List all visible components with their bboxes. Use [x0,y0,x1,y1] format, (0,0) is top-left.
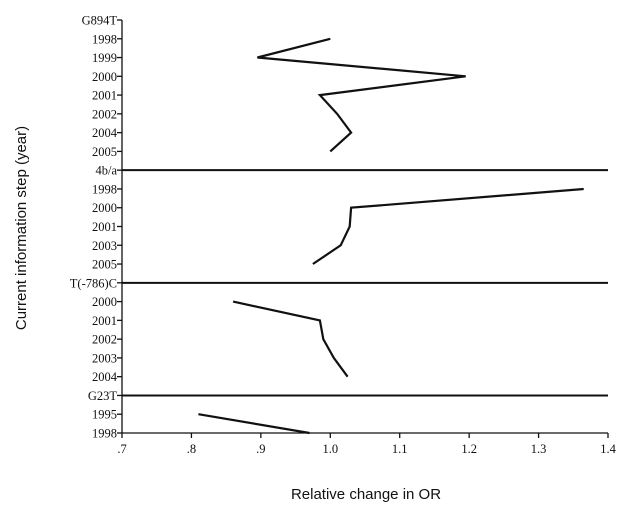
step-label: 2001 [92,220,117,234]
axes [121,20,608,434]
series-line [232,300,349,378]
step-label: 2001 [92,89,117,103]
step-label: 2003 [92,351,117,365]
step-label: 2004 [92,370,118,384]
x-tick-label: .9 [256,442,265,456]
step-label: 1998 [92,32,117,46]
x-tick-label: .8 [187,442,196,456]
panel-label: 4b/a [95,164,117,178]
step-label: 1995 [92,408,117,422]
step-label: 1999 [92,51,117,65]
x-tick-label: 1.4 [600,442,616,456]
panel-labels: G894T 4b/a T(-786)C G23T [70,14,118,403]
step-label: 2000 [92,295,117,309]
x-axis-ticks: .7 .8 .9 1.0 1.1 1.2 1.3 1.4 [117,433,617,456]
step-label: 2005 [92,145,117,159]
x-tick-label: 1.2 [461,442,477,456]
panel-label: G894T [82,14,118,28]
step-label: 2001 [92,314,117,328]
series-lines [198,37,584,435]
y-axis-title: Current information step (year) [13,126,30,330]
x-tick-label: 1.1 [392,442,408,456]
y-tick-marks [117,19,122,434]
x-tick-label: 1.3 [531,442,547,456]
step-label: 2002 [92,333,117,347]
step-label: 2005 [92,258,117,272]
step-label: 2004 [92,126,118,140]
step-label: 2003 [92,239,117,253]
step-label: 2000 [92,70,117,84]
series-line [198,413,310,435]
step-label: 1998 [92,427,117,441]
series-line [257,37,466,153]
step-label: 1998 [92,182,117,196]
panel-label: T(-786)C [70,276,117,290]
x-tick-label: .7 [117,442,126,456]
x-axis-title: Relative change in OR [291,486,441,503]
step-labels: 1998 1999 2000 2001 2002 2004 2005 1998 2000 2001… [92,32,118,440]
step-label: 2002 [92,107,117,121]
series-line [312,187,584,265]
x-tick-label: 1.0 [322,442,338,456]
step-label: 2000 [92,201,117,215]
panel-label: G23T [88,389,118,403]
